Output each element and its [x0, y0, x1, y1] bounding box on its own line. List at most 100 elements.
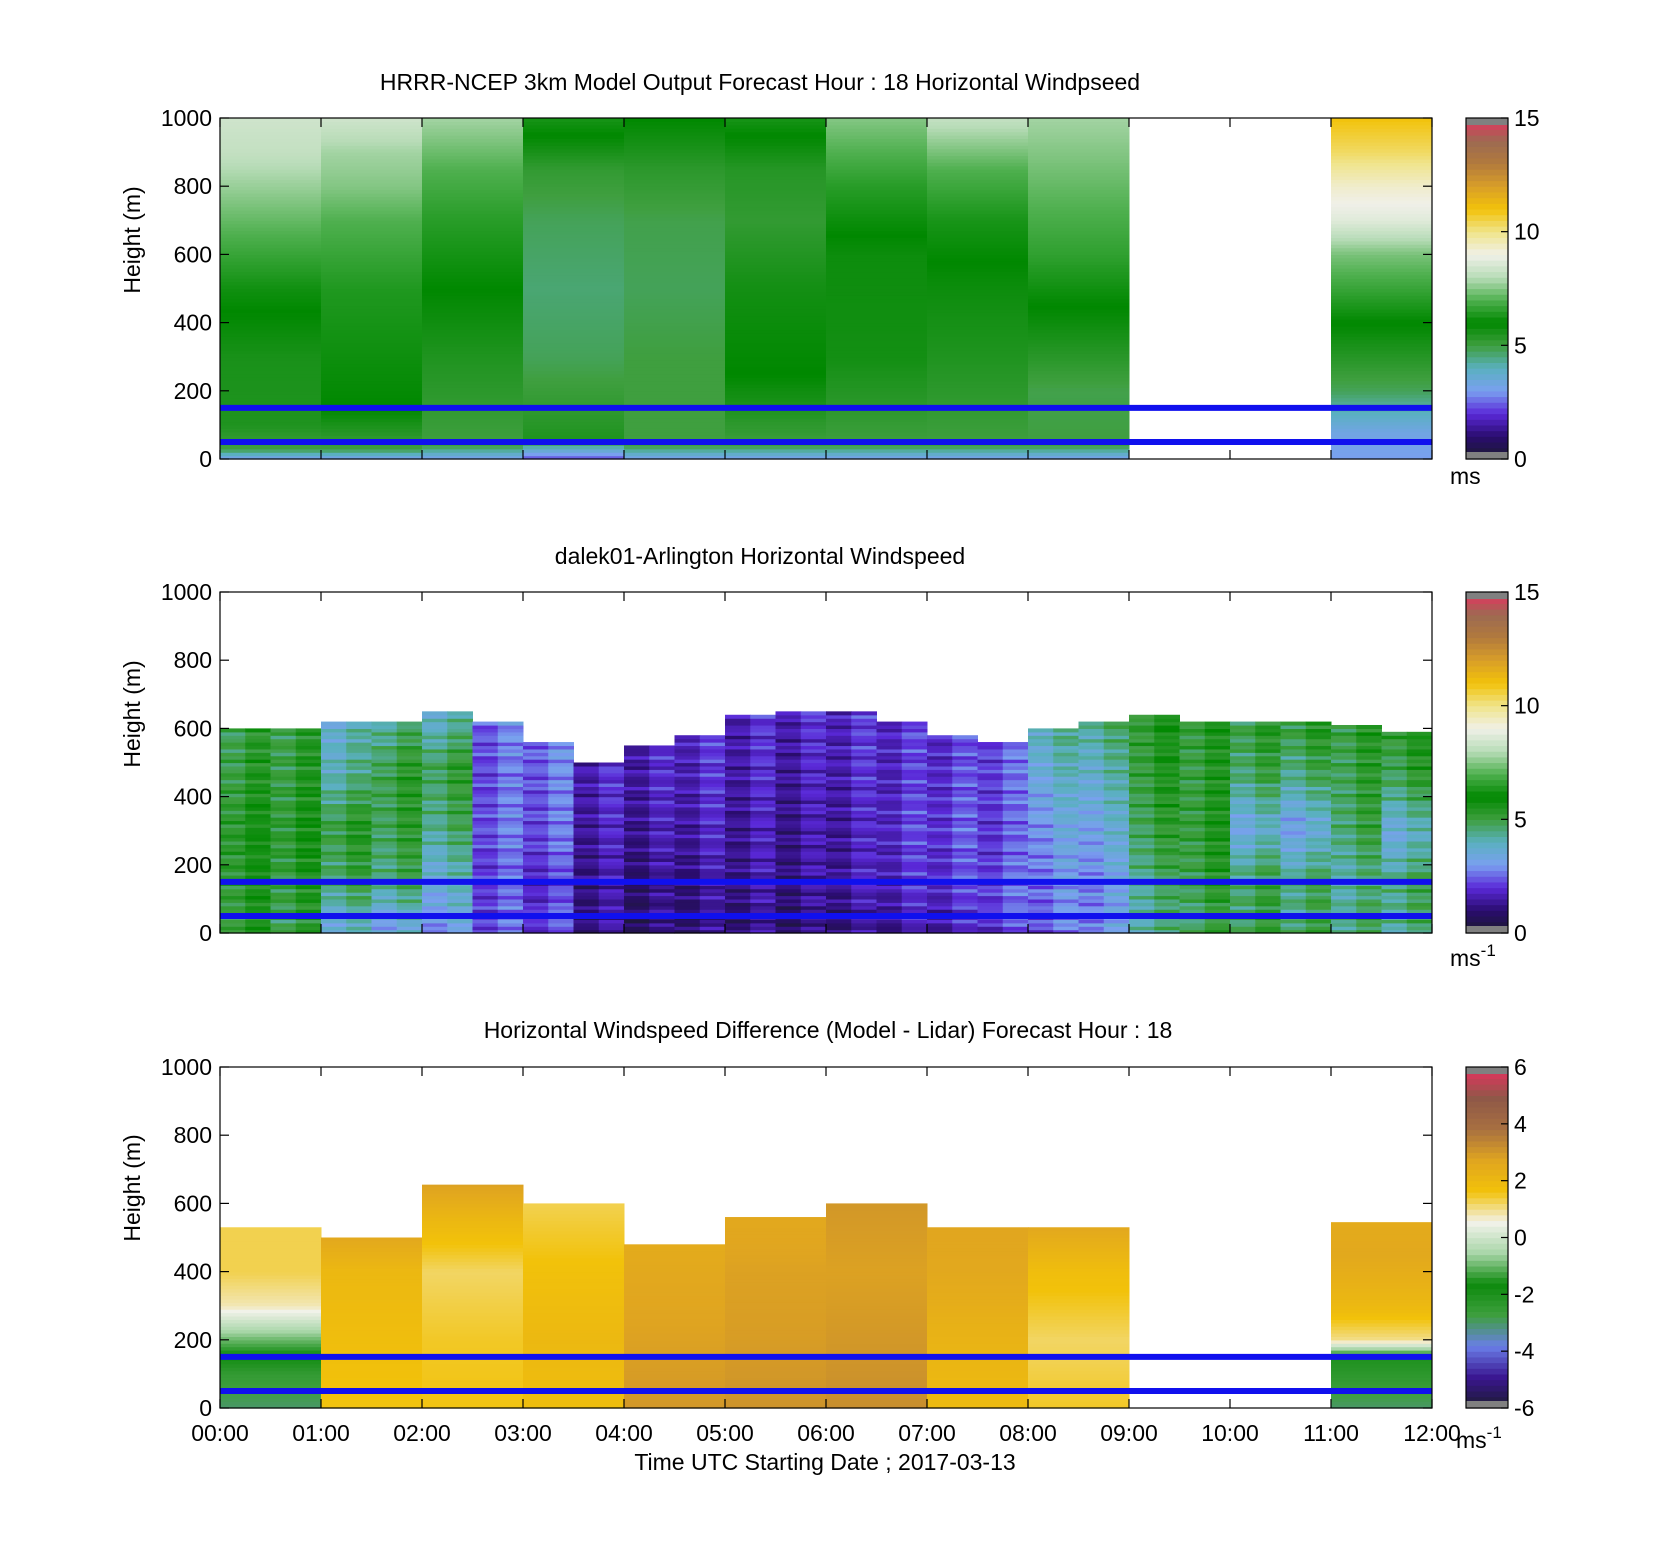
lidar-profile	[775, 711, 827, 934]
colorbar-swatch	[1466, 836, 1508, 843]
heatmap-cell	[876, 738, 903, 743]
heatmap-cell	[674, 762, 701, 767]
heatmap-cell	[1280, 926, 1307, 931]
heatmap-cell	[1028, 1254, 1130, 1259]
colorbar-swatch	[1466, 1192, 1508, 1199]
heatmap-cell	[371, 851, 398, 856]
heatmap-cell	[1078, 806, 1105, 811]
colorbar-swatch	[1466, 1123, 1508, 1131]
heatmap-cell	[699, 868, 726, 873]
y-tick-label: 800	[174, 647, 212, 673]
heatmap-cell	[1356, 738, 1382, 743]
heatmap-cell	[725, 1309, 827, 1314]
heatmap-cell	[1331, 735, 1357, 740]
heatmap-cell	[927, 302, 1029, 307]
heatmap-cell	[1028, 1292, 1130, 1297]
heatmap-cell	[1103, 728, 1130, 733]
heatmap-cell	[321, 1257, 423, 1262]
heatmap-cell	[220, 411, 322, 416]
heatmap-cell	[927, 131, 1029, 136]
heatmap-cell	[573, 864, 600, 869]
colorbar-swatch	[1466, 609, 1508, 616]
heatmap-cell	[523, 152, 625, 157]
heatmap-cell	[725, 118, 827, 123]
heatmap-cell	[1356, 793, 1382, 798]
heatmap-cell	[422, 421, 524, 426]
heatmap-cell	[422, 1401, 524, 1406]
heatmap-cell	[422, 346, 524, 351]
heatmap-cell	[1028, 199, 1130, 204]
heatmap-cell	[321, 288, 423, 293]
heatmap-cell	[1103, 909, 1130, 914]
heatmap-cell	[220, 445, 322, 450]
heatmap-cell	[220, 397, 322, 402]
heatmap-cell	[1078, 857, 1105, 862]
heatmap-cell	[624, 844, 650, 849]
heatmap-cell	[371, 742, 398, 747]
heatmap-cell	[497, 888, 524, 893]
heatmap-cell	[725, 779, 751, 784]
heatmap-cell	[270, 813, 297, 818]
heatmap-cell	[952, 844, 978, 849]
heatmap-cell	[1028, 898, 1054, 903]
heatmap-cell	[624, 1401, 726, 1406]
colorbar-swatch	[1466, 362, 1508, 369]
heatmap-cell	[674, 782, 701, 787]
heatmap-cell	[422, 806, 448, 811]
heatmap-cell	[548, 871, 574, 876]
heatmap-cell	[270, 840, 297, 845]
heatmap-cell	[523, 926, 549, 931]
heatmap-cell	[321, 772, 347, 777]
heatmap-cell	[927, 155, 1029, 160]
heatmap-cell	[624, 854, 650, 859]
heatmap-cell	[952, 909, 978, 914]
heatmap-cell	[220, 922, 246, 927]
heatmap-cell	[321, 779, 347, 784]
heatmap-cell	[321, 820, 347, 825]
heatmap-cell	[321, 199, 423, 204]
heatmap-cell	[1154, 922, 1180, 927]
heatmap-cell	[1179, 782, 1206, 787]
heatmap-cell	[1028, 919, 1054, 924]
heatmap-cell	[371, 888, 398, 893]
heatmap-cell	[220, 189, 322, 194]
heatmap-cell	[1179, 926, 1206, 931]
heatmap-cell	[1230, 902, 1256, 907]
colorbar-tick-label: 0	[1514, 920, 1527, 946]
colorbar-swatch	[1466, 129, 1508, 136]
colorbar-swatch	[1466, 1277, 1508, 1284]
heatmap-cell	[422, 851, 448, 856]
heatmap-cell	[826, 898, 852, 903]
heatmap-cell	[826, 1298, 928, 1303]
heatmap-cell	[1406, 871, 1433, 876]
heatmap-cell	[775, 888, 802, 893]
heatmap-cell	[1179, 742, 1206, 747]
heatmap-cell	[396, 861, 423, 866]
heatmap-cell	[1154, 868, 1180, 873]
colorbar-swatch	[1466, 1197, 1508, 1204]
heatmap-cell	[851, 851, 877, 856]
heatmap-cell	[1331, 752, 1357, 757]
heatmap-cell	[245, 796, 271, 801]
colorbar-swatch	[1466, 339, 1508, 346]
heatmap-cell	[523, 1213, 625, 1218]
heatmap-cell	[826, 851, 852, 856]
heatmap-cell	[422, 141, 524, 146]
heatmap-cell	[1305, 748, 1332, 753]
heatmap-cell	[1331, 745, 1357, 750]
heatmap-cell	[1406, 779, 1433, 784]
heatmap-cell	[901, 793, 928, 798]
heatmap-cell	[826, 210, 928, 215]
heatmap-cell	[826, 735, 852, 740]
heatmap-cell	[523, 1377, 625, 1382]
heatmap-cell	[624, 762, 650, 767]
heatmap-cell	[422, 861, 448, 866]
heatmap-cell	[220, 895, 246, 900]
heatmap-cell	[927, 1281, 1029, 1286]
heatmap-cell	[523, 837, 549, 842]
heatmap-cell	[371, 919, 398, 924]
heatmap-cell	[371, 929, 398, 934]
heatmap-cell	[1078, 779, 1105, 784]
heatmap-cell	[472, 840, 499, 845]
heatmap-cell	[1331, 343, 1433, 348]
